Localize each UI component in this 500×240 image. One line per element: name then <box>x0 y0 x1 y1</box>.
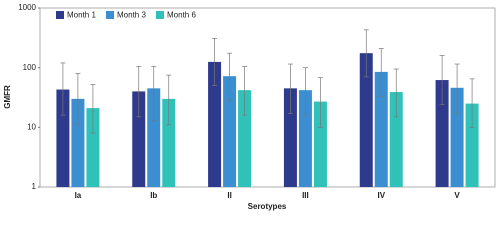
x-tick-label: IV <box>377 191 385 200</box>
x-axis-title: Serotypes <box>248 202 287 211</box>
bar <box>359 53 373 187</box>
y-tick-label: 1 <box>32 182 37 191</box>
bar <box>223 76 237 187</box>
bar <box>450 87 464 187</box>
bar <box>313 101 327 187</box>
y-axis-title: GMFR <box>3 85 12 109</box>
bar <box>208 61 222 187</box>
bar <box>374 71 388 187</box>
bar <box>435 80 449 187</box>
x-tick-label: III <box>302 191 309 200</box>
bar <box>162 98 176 187</box>
legend-swatch <box>106 11 114 19</box>
plot-area <box>39 7 496 188</box>
y-tick-label: 100 <box>23 63 37 72</box>
bar <box>283 88 297 187</box>
bar <box>465 103 479 187</box>
bar <box>298 90 312 187</box>
x-tick-label: II <box>227 191 231 200</box>
bar <box>56 89 70 187</box>
bar <box>147 88 161 187</box>
bar <box>389 92 403 187</box>
legend-swatch <box>156 11 164 19</box>
bar <box>238 90 252 187</box>
legend-swatch <box>56 11 64 19</box>
y-tick-label: 1000 <box>18 3 36 12</box>
bar <box>71 98 85 187</box>
page: {"chart_data": {"type": "bar", "x_label"… <box>3 3 496 212</box>
x-tick-label: Ib <box>150 191 157 200</box>
bar <box>86 108 100 187</box>
y-tick-label: 10 <box>27 122 36 131</box>
legend-label: Month 3 <box>117 11 146 20</box>
x-tick-label: V <box>454 191 460 200</box>
legend-label: Month 1 <box>67 11 96 20</box>
bar <box>132 91 146 187</box>
x-tick-label: Ia <box>75 191 82 200</box>
legend-label: Month 6 <box>167 11 196 20</box>
